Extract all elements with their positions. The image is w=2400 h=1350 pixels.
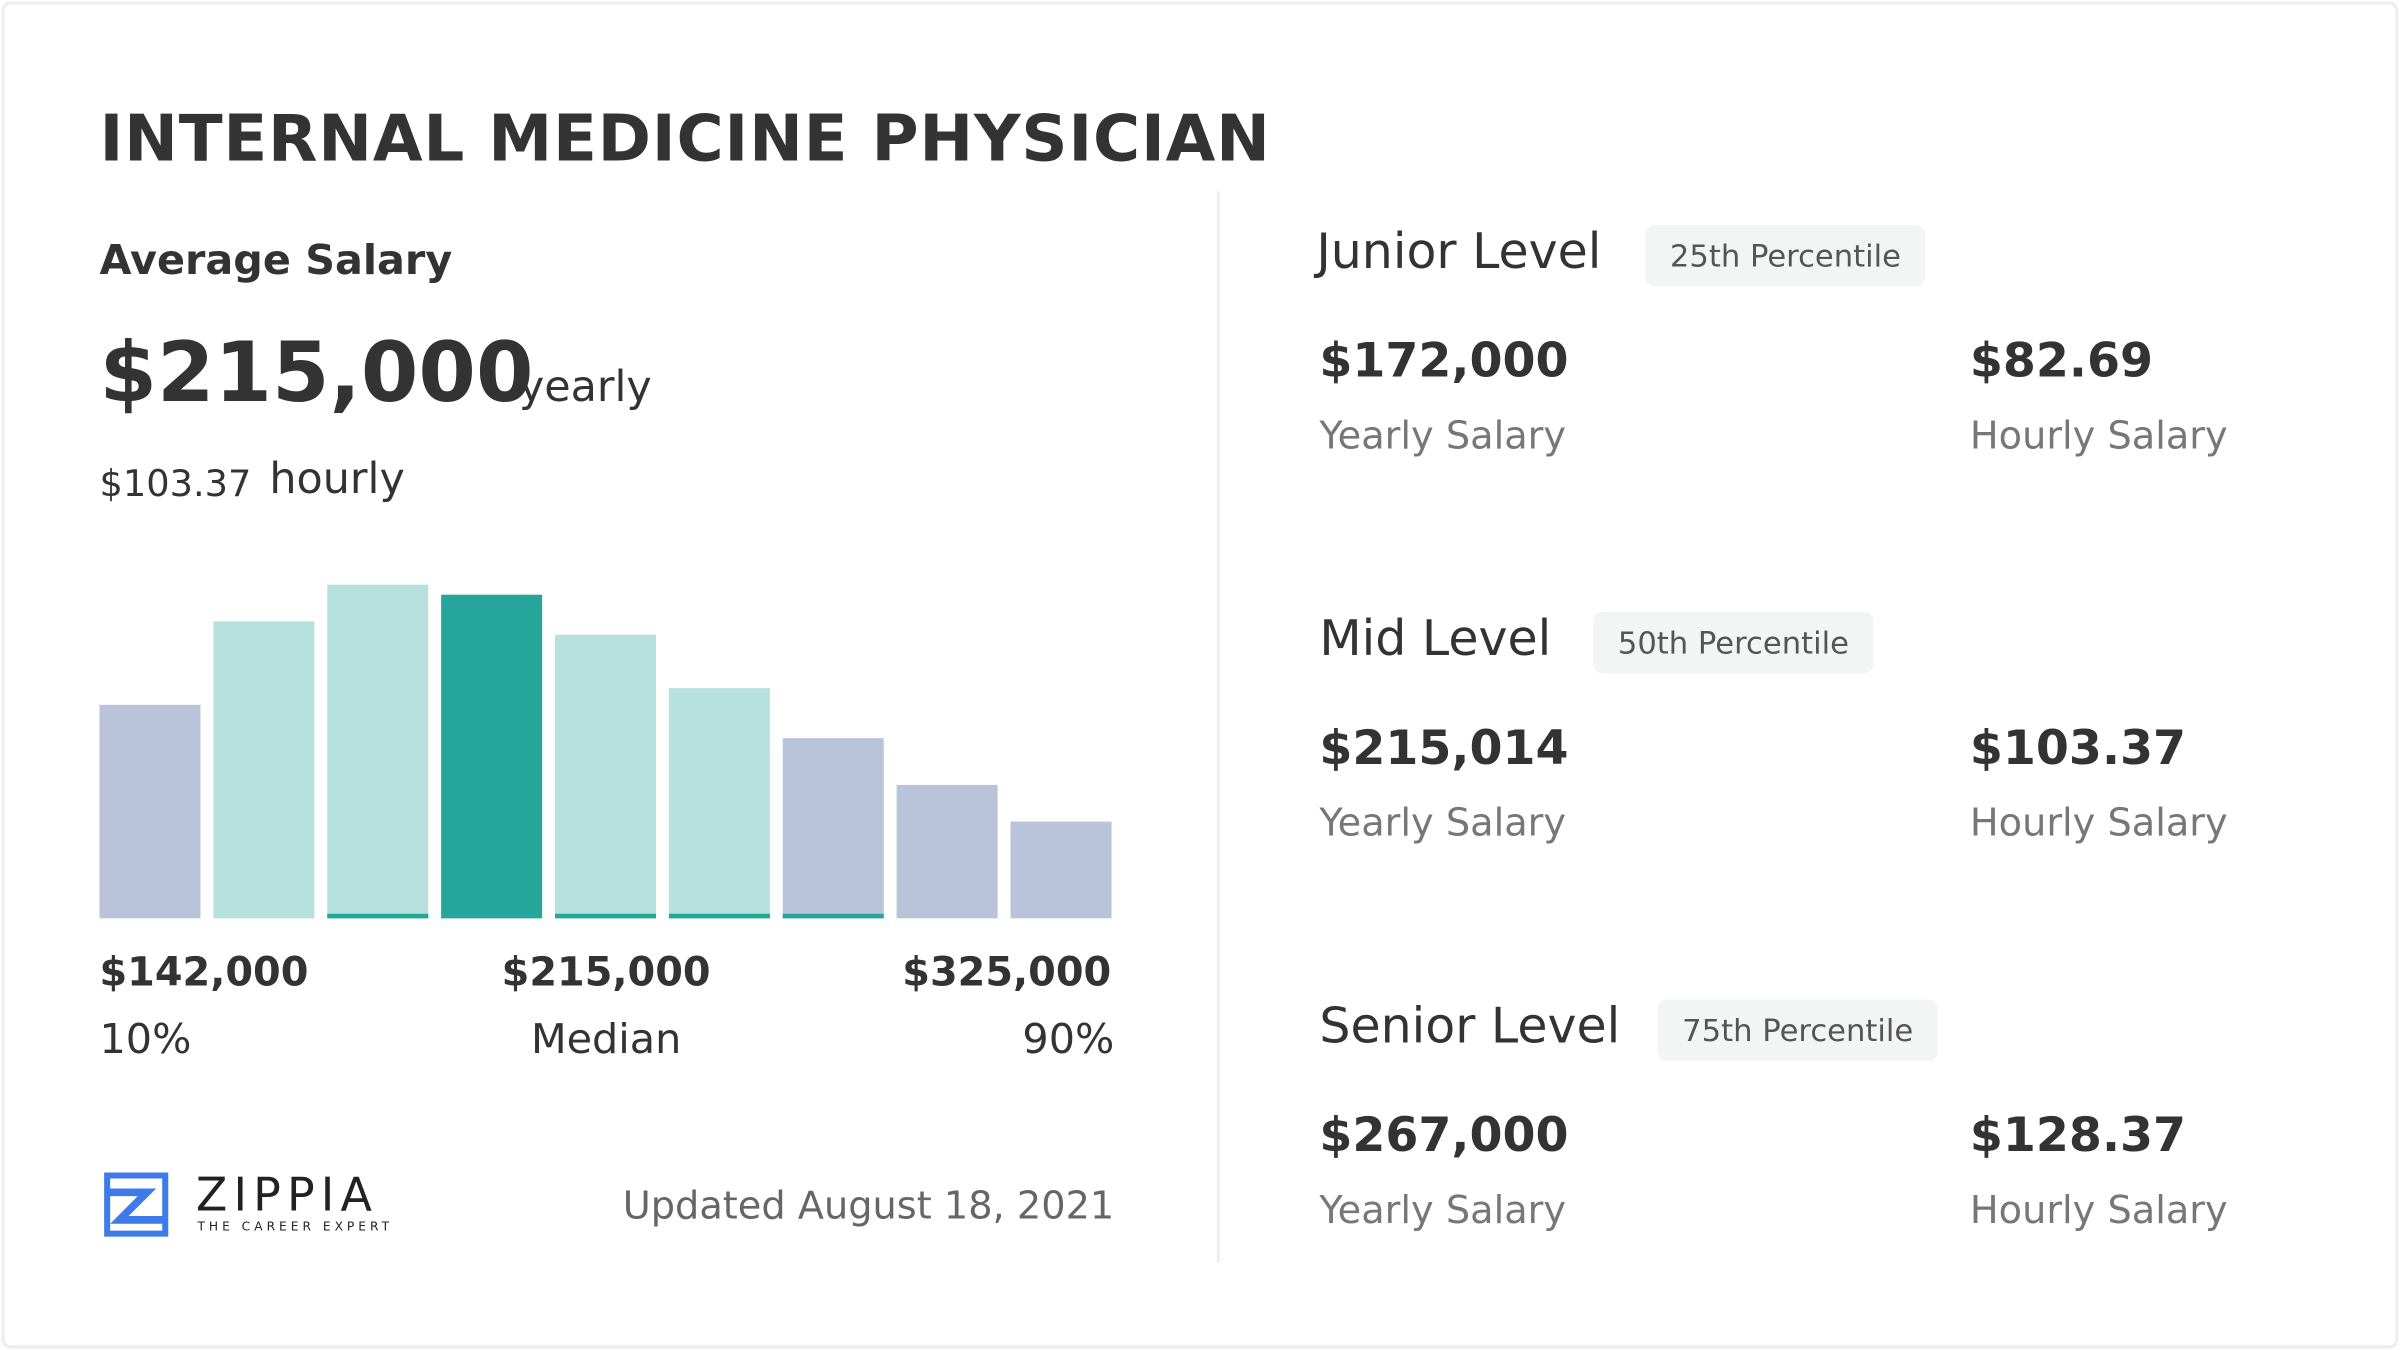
bar-underline-3 — [327, 913, 429, 919]
bar-4 — [441, 594, 543, 919]
tick-label-high: 90% — [1022, 1016, 1115, 1064]
bar-1 — [99, 704, 201, 919]
bar-underline-7 — [782, 913, 884, 919]
tick-value-low: $142,000 — [99, 950, 309, 997]
bar-underline-6 — [668, 913, 770, 919]
level-title-mid: Mid Level — [1319, 609, 1552, 668]
salary-distribution-chart — [99, 584, 1112, 919]
bar-6 — [668, 688, 770, 919]
mid-hourly-value: $103.37 — [1969, 720, 2187, 777]
level-title-junior: Junior Level — [1316, 221, 1602, 281]
tick-label-median: Median — [530, 1016, 682, 1064]
bar-underline-5 — [554, 913, 657, 919]
mid-yearly-value: $215,014 — [1319, 720, 1569, 777]
yearly-unit: yearly — [518, 361, 652, 412]
tick-label-low: 10% — [99, 1016, 192, 1064]
divider — [1216, 191, 1220, 1263]
tick-value-median: $215,000 — [501, 950, 711, 997]
zippia-logo-icon — [104, 1172, 169, 1237]
senior-hourly-value: $128.37 — [1969, 1108, 2187, 1164]
percentile-badge-mid: 50th Percentile — [1593, 612, 1874, 674]
bar-5 — [554, 634, 657, 919]
percentile-badge-junior: 25th Percentile — [1645, 224, 1926, 287]
average-yearly-value: $215,000 — [99, 324, 534, 421]
average-hourly-value: $103.37 — [99, 462, 252, 506]
senior-yearly-label: Yearly Salary — [1319, 1187, 1567, 1233]
senior-yearly-value: $267,000 — [1319, 1108, 1569, 1164]
brand-name: ZIPPIA — [195, 1169, 378, 1223]
bar-8 — [896, 784, 998, 919]
senior-hourly-label: Hourly Salary — [1969, 1187, 2228, 1233]
percentile-badge-senior: 75th Percentile — [1657, 999, 1938, 1061]
bar-3 — [327, 584, 429, 919]
bar-9 — [1010, 821, 1112, 919]
mid-hourly-label: Hourly Salary — [1969, 800, 2228, 845]
average-salary-label: Average Salary — [99, 237, 453, 285]
bar-2 — [213, 621, 315, 919]
junior-hourly-value: $82.69 — [1969, 333, 2154, 389]
junior-hourly-label: Hourly Salary — [1969, 413, 2228, 458]
updated-date: Updated August 18, 2021 — [622, 1183, 1115, 1228]
mid-yearly-label: Yearly Salary — [1319, 800, 1567, 845]
page-title: INTERNAL MEDICINE PHYSICIAN — [99, 101, 1271, 177]
level-title-senior: Senior Level — [1319, 996, 1621, 1055]
junior-yearly-label: Yearly Salary — [1319, 413, 1567, 458]
brand-tagline: THE CAREER EXPERT — [197, 1219, 394, 1234]
bar-7 — [782, 738, 884, 919]
hourly-unit: hourly — [269, 453, 405, 504]
tick-value-high: $325,000 — [902, 950, 1112, 997]
junior-yearly-value: $172,000 — [1319, 333, 1569, 389]
